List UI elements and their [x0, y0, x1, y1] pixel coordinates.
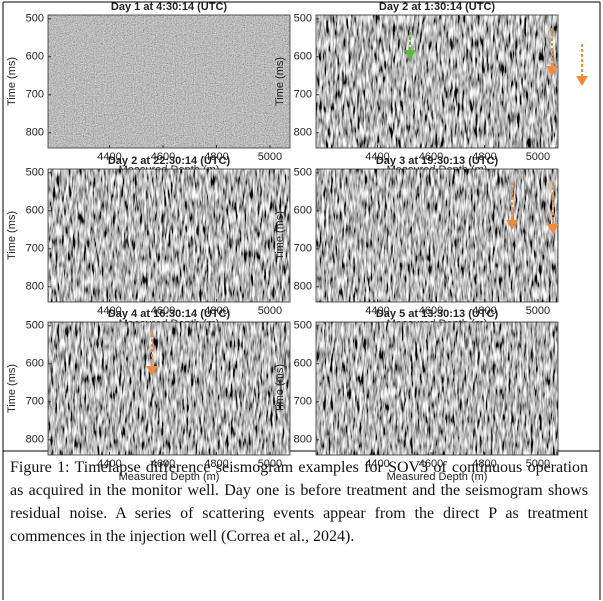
seismogram-image — [316, 15, 558, 148]
x-tick-label: 4800 — [204, 151, 228, 163]
plot-frame — [47, 321, 291, 456]
panel-title: Day 4 at 16:30:14 (UTC) — [108, 308, 231, 320]
x-tick-label: 4600 — [419, 458, 443, 470]
y-tick-label: 600 — [294, 358, 312, 370]
x-tick-label: 4600 — [151, 458, 175, 470]
y-tick-label: 500 — [294, 13, 312, 25]
y-tick-label: 600 — [294, 205, 312, 217]
plot-frame — [315, 14, 559, 149]
y-tick-label: 800 — [294, 434, 312, 446]
y-tick-label: 500 — [26, 13, 44, 25]
panel-title: Day 2 at 22:30:14 (UTC) — [108, 155, 231, 167]
seismogram-image — [316, 322, 558, 455]
plot-frame — [47, 14, 291, 149]
x-axis-label: Measured Depth (m) — [119, 471, 220, 483]
y-tick-label: 600 — [26, 358, 44, 370]
x-tick-label: 4800 — [204, 305, 228, 317]
x-tick-label: 4600 — [151, 151, 175, 163]
plot-frame — [315, 168, 559, 303]
arrow-head — [146, 366, 158, 376]
y-tick-label: 600 — [26, 51, 44, 63]
y-tick-label: 700 — [26, 89, 44, 101]
caption: Figure 1: Timelapse difference seismogra… — [10, 459, 588, 545]
x-tick-label: 4600 — [151, 305, 175, 317]
y-tick-label: 800 — [294, 127, 312, 139]
x-tick-label: 5000 — [258, 151, 282, 163]
y-tick-label: 500 — [294, 167, 312, 179]
y-axis-label: Time (ms) — [6, 211, 18, 260]
y-tick-label: 600 — [26, 205, 44, 217]
arrow-head — [546, 66, 558, 76]
arrow-head — [506, 220, 518, 230]
x-tick-label: 5000 — [526, 458, 550, 470]
x-tick-label: 5000 — [526, 151, 550, 163]
plot-frame — [47, 168, 291, 303]
y-tick-label: 800 — [26, 434, 44, 446]
y-tick-label: 800 — [26, 281, 44, 293]
x-tick-label: 4800 — [472, 305, 496, 317]
x-tick-label: 4400 — [97, 305, 121, 317]
y-tick-label: 800 — [26, 127, 44, 139]
panel-title: Day 2 at 1:30:14 (UTC) — [379, 1, 495, 13]
y-tick-label: 600 — [294, 51, 312, 63]
y-tick-label: 800 — [294, 281, 312, 293]
x-tick-label: 4600 — [419, 305, 443, 317]
x-tick-label: 4800 — [472, 458, 496, 470]
y-tick-label: 700 — [294, 243, 312, 255]
x-tick-label: 5000 — [258, 305, 282, 317]
x-tick-label: 4600 — [419, 151, 443, 163]
seismogram-image — [48, 322, 290, 455]
y-axis-label: Time (ms) — [274, 57, 286, 106]
panel-title: Day 3 at 19:30:13 (UTC) — [376, 155, 499, 167]
seismogram-image — [48, 15, 290, 148]
x-tick-label: 4400 — [97, 458, 121, 470]
arrow-head — [404, 50, 416, 60]
x-tick-label: 4800 — [472, 151, 496, 163]
x-tick-label: 4400 — [365, 305, 389, 317]
y-axis-label: Time (ms) — [6, 364, 18, 413]
y-tick-label: 500 — [294, 320, 312, 332]
x-tick-label: 5000 — [258, 458, 282, 470]
y-tick-label: 700 — [294, 89, 312, 101]
y-tick-label: 700 — [26, 243, 44, 255]
arrow-head — [547, 224, 559, 234]
plot-frame — [315, 321, 559, 456]
y-tick-label: 700 — [294, 396, 312, 408]
seismogram-image — [48, 169, 290, 302]
x-tick-label: 5000 — [526, 305, 550, 317]
x-tick-label: 4800 — [204, 458, 228, 470]
y-axis-label: Time (ms) — [274, 211, 286, 260]
seismogram-image — [316, 169, 558, 302]
panel-title: Day 1 at 4:30:14 (UTC) — [111, 1, 227, 13]
y-tick-label: 500 — [26, 167, 44, 179]
x-tick-label: 4400 — [97, 151, 121, 163]
y-axis-label: Time (ms) — [274, 364, 286, 413]
x-tick-label: 4400 — [365, 151, 389, 163]
y-axis-label: Time (ms) — [6, 57, 18, 106]
panel-title: Day 5 at 13:30:13 (UTC) — [376, 308, 499, 320]
y-tick-label: 700 — [26, 396, 44, 408]
arrow-head — [576, 76, 588, 86]
y-tick-label: 500 — [26, 320, 44, 332]
x-axis-label: Measured Depth (m) — [387, 471, 488, 483]
x-tick-label: 4400 — [365, 458, 389, 470]
